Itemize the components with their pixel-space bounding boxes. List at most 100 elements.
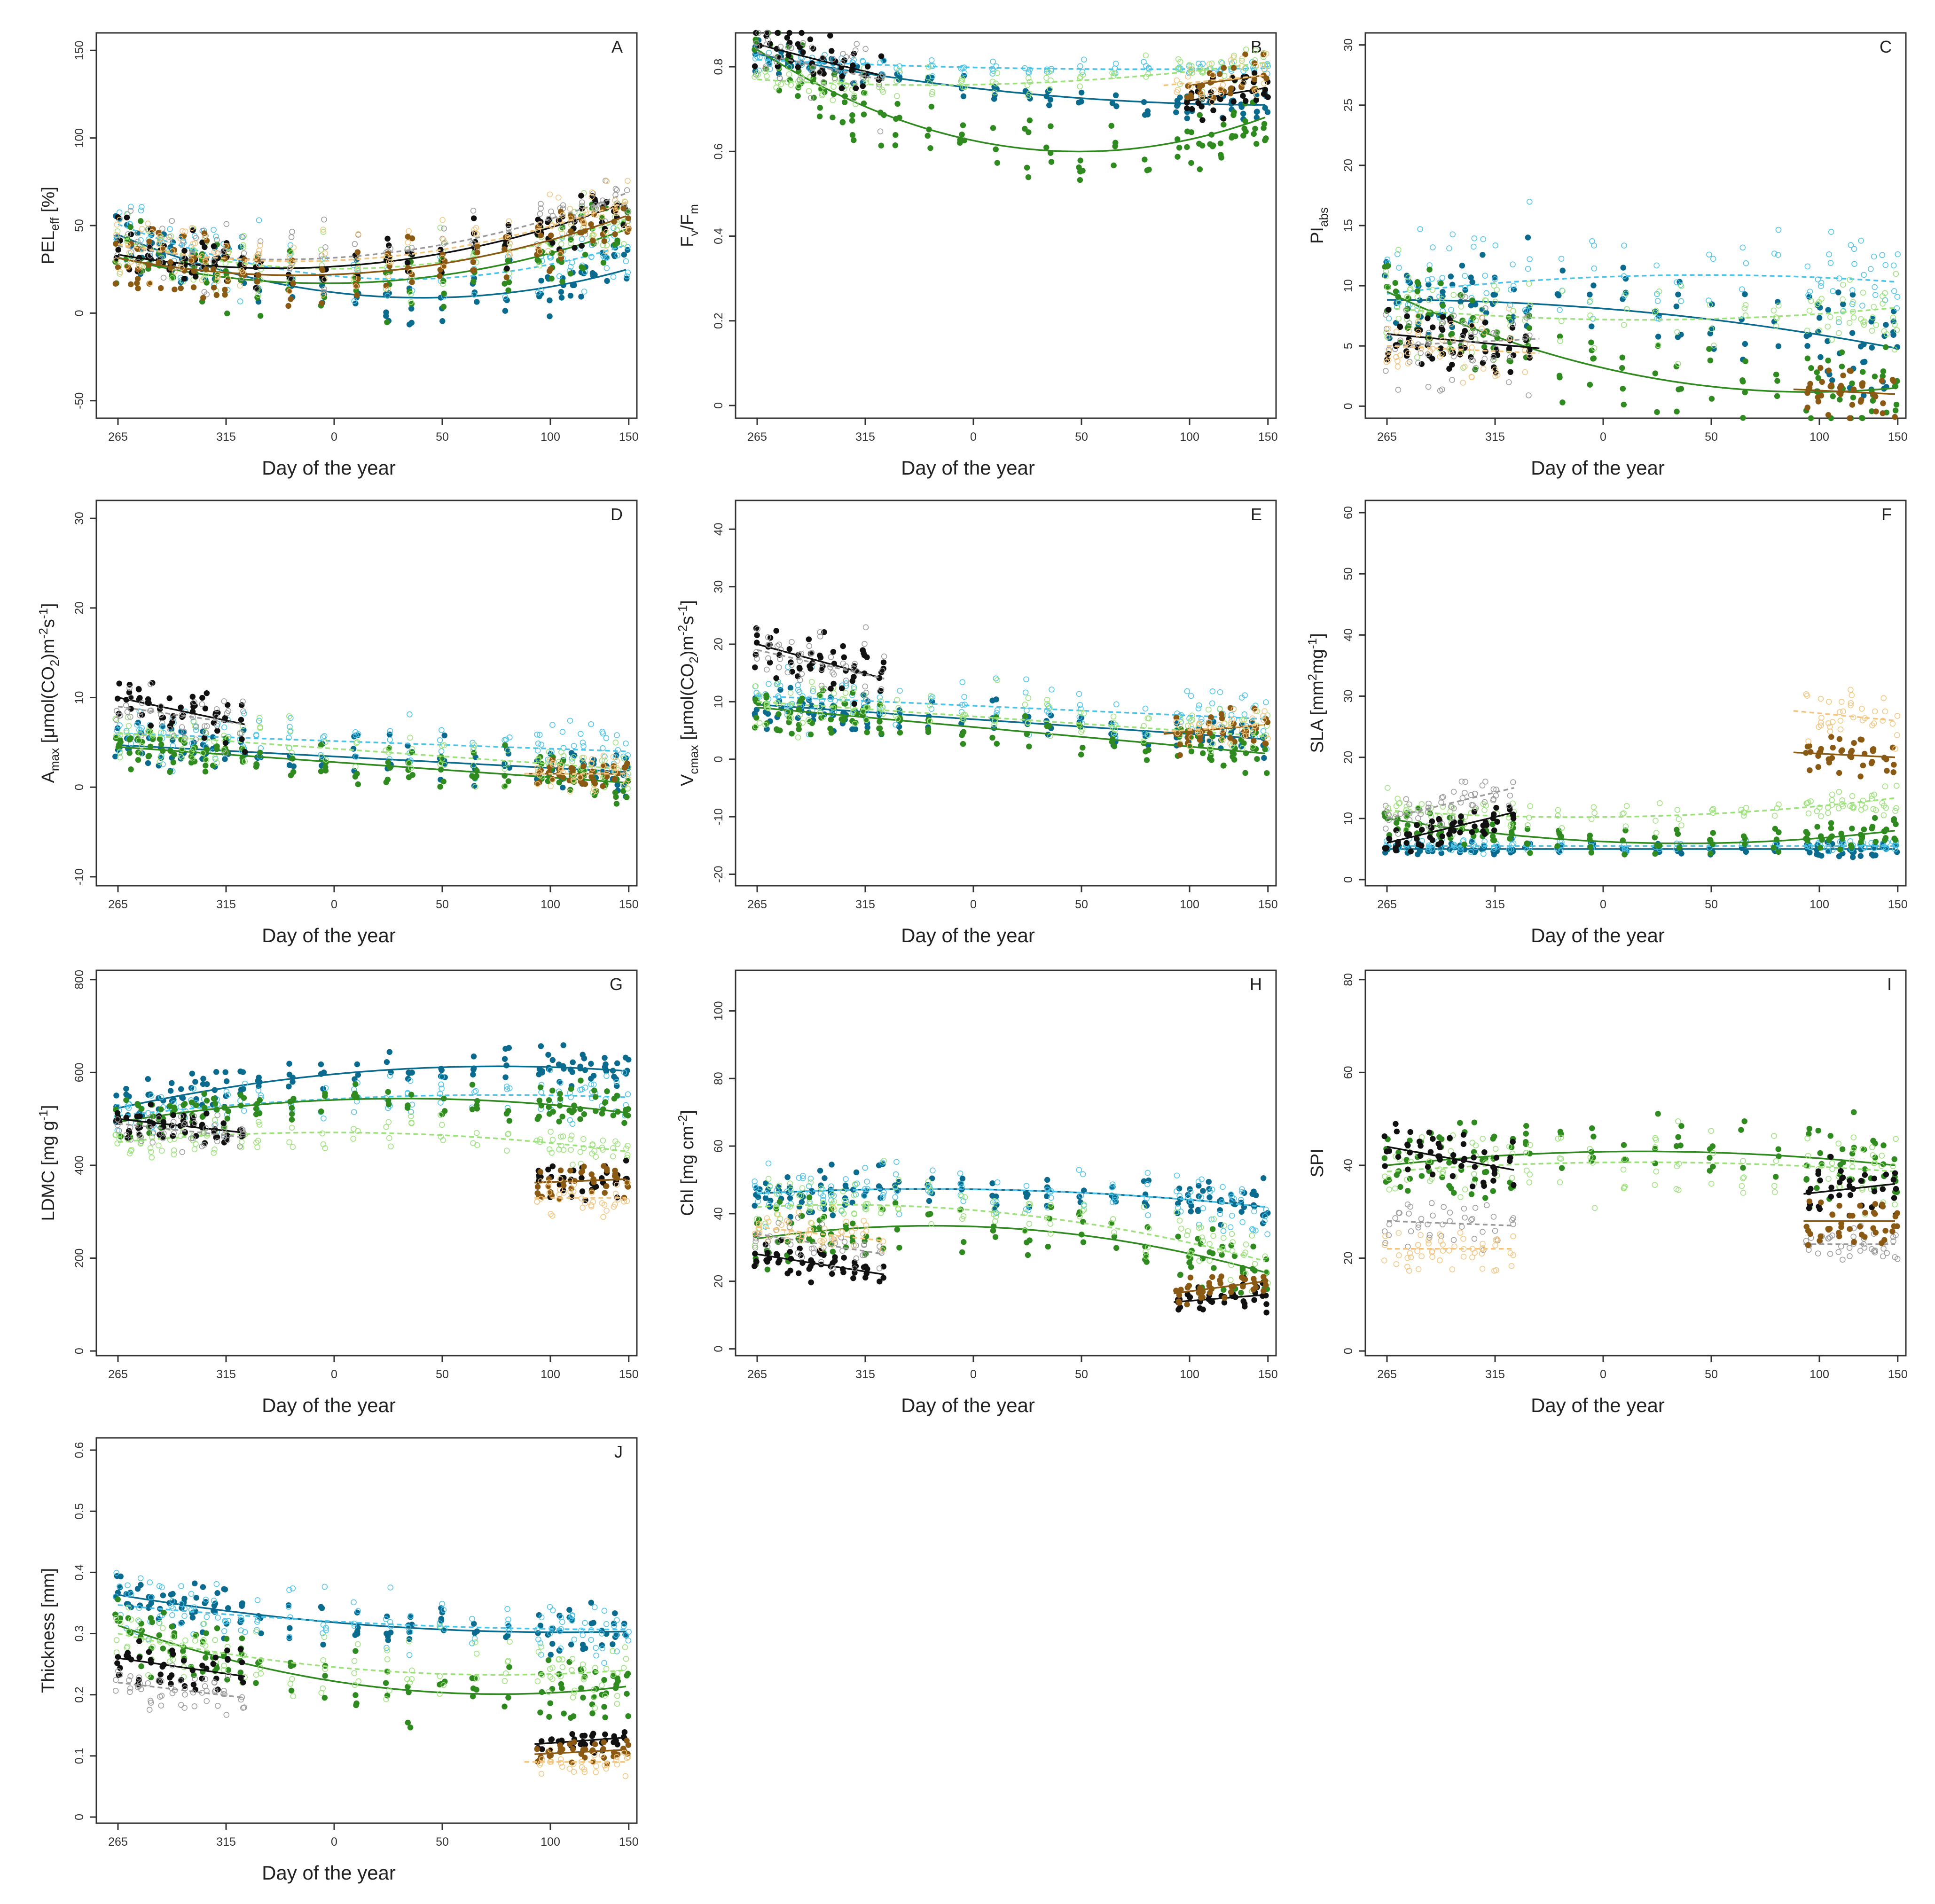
data-point xyxy=(123,1097,129,1103)
data-point xyxy=(158,1106,164,1113)
data-point xyxy=(1653,830,1660,836)
data-point xyxy=(795,93,801,99)
data-point xyxy=(138,732,145,739)
data-point xyxy=(1176,722,1183,729)
data-point xyxy=(318,768,324,774)
data-point xyxy=(384,319,390,326)
data-point xyxy=(125,723,132,729)
data-point xyxy=(254,286,260,293)
data-point xyxy=(286,1071,293,1078)
data-point xyxy=(1404,325,1411,331)
data-point xyxy=(1382,845,1388,851)
x-tick-label: 265 xyxy=(108,1368,128,1381)
data-point xyxy=(204,690,210,696)
data-point xyxy=(1396,265,1402,271)
data-point xyxy=(1206,719,1213,726)
data-point xyxy=(588,1076,594,1082)
data-point xyxy=(322,739,329,745)
data-point xyxy=(1506,379,1512,385)
data-point xyxy=(352,241,358,247)
data-point xyxy=(838,85,845,92)
data-point xyxy=(752,723,759,730)
data-point xyxy=(1804,343,1810,349)
data-point xyxy=(1416,319,1423,326)
data-point xyxy=(471,267,477,273)
data-point xyxy=(214,237,220,243)
data-point xyxy=(1492,242,1498,249)
data-point xyxy=(816,704,823,710)
data-point xyxy=(1221,65,1227,71)
data-point xyxy=(191,699,197,705)
data-point xyxy=(1620,385,1626,392)
data-point xyxy=(1884,768,1890,774)
data-point xyxy=(1263,51,1269,57)
data-point xyxy=(1111,162,1117,169)
data-point xyxy=(1892,414,1898,420)
data-point xyxy=(1525,313,1531,319)
data-point xyxy=(1828,229,1834,235)
data-point xyxy=(1492,276,1498,282)
data-point xyxy=(1710,256,1716,262)
data-point xyxy=(879,704,886,710)
data-point xyxy=(1525,234,1531,241)
data-point xyxy=(1262,746,1268,752)
data-point xyxy=(1623,290,1629,297)
data-point xyxy=(505,747,511,754)
data-point xyxy=(1817,695,1824,702)
x-tick-label: 150 xyxy=(619,1368,639,1381)
data-point xyxy=(353,740,360,746)
trend-line xyxy=(1387,345,1540,354)
data-point xyxy=(614,240,620,246)
data-point xyxy=(385,745,392,752)
data-point xyxy=(1460,365,1466,371)
data-point xyxy=(599,772,606,779)
data-point xyxy=(567,1117,573,1124)
data-point xyxy=(1816,851,1822,858)
data-point xyxy=(212,754,219,761)
data-point xyxy=(1260,62,1266,68)
data-point xyxy=(1622,845,1628,851)
data-point xyxy=(1774,315,1780,321)
data-point xyxy=(1894,327,1900,333)
data-point xyxy=(852,721,858,727)
data-point xyxy=(581,223,587,229)
data-point xyxy=(1804,263,1811,270)
data-point xyxy=(1206,706,1212,713)
data-point xyxy=(591,1087,597,1093)
data-point xyxy=(623,740,629,747)
data-point xyxy=(1890,262,1897,269)
data-point xyxy=(1510,308,1516,314)
data-point xyxy=(795,682,801,688)
data-point xyxy=(929,694,936,700)
data-point xyxy=(1770,844,1777,851)
data-point xyxy=(1241,711,1248,718)
plot-frame xyxy=(1364,32,1907,419)
data-point xyxy=(1238,83,1245,89)
data-point xyxy=(1216,722,1222,728)
data-point xyxy=(1145,747,1152,753)
data-point xyxy=(991,84,997,90)
y-tick-label: 15 xyxy=(1342,219,1355,232)
data-point xyxy=(1473,805,1479,812)
data-point xyxy=(159,715,165,721)
data-point xyxy=(353,1081,359,1087)
data-point xyxy=(1230,65,1237,71)
data-point xyxy=(1403,307,1410,313)
data-point xyxy=(796,83,802,89)
y-tick-label: 0.8 xyxy=(712,59,725,75)
data-point xyxy=(1049,687,1055,693)
data-point xyxy=(536,769,542,776)
data-point xyxy=(237,282,243,289)
data-point xyxy=(789,669,795,675)
data-point xyxy=(925,74,931,80)
data-point xyxy=(1849,402,1856,408)
data-point xyxy=(1741,305,1748,312)
data-point xyxy=(240,244,246,250)
data-point xyxy=(211,243,217,250)
data-point xyxy=(1739,244,1746,251)
data-point xyxy=(1188,66,1194,72)
data-point xyxy=(556,1118,562,1125)
data-point xyxy=(1825,720,1832,726)
data-point xyxy=(625,269,631,276)
data-point xyxy=(1861,843,1867,850)
